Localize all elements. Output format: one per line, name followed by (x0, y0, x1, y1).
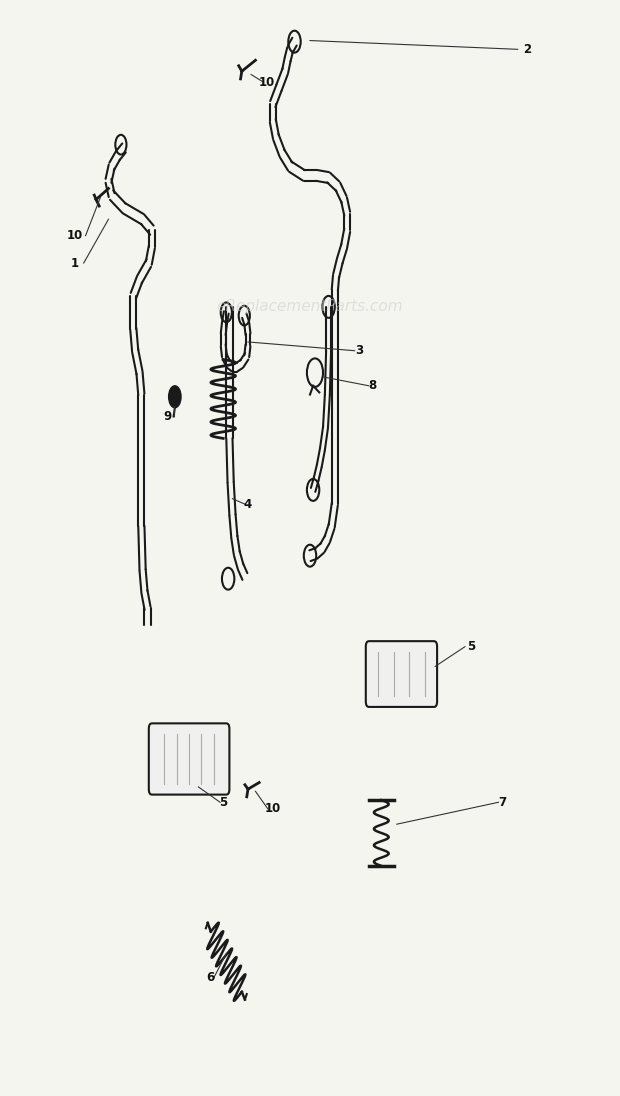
Text: 4: 4 (244, 498, 252, 511)
Text: eReplacementParts.com: eReplacementParts.com (216, 299, 404, 315)
Text: 6: 6 (206, 971, 215, 984)
Text: 8: 8 (368, 379, 376, 392)
Text: 10: 10 (66, 229, 82, 242)
Text: 9: 9 (163, 410, 172, 423)
Circle shape (169, 386, 181, 408)
Text: 5: 5 (219, 796, 228, 809)
Text: 3: 3 (355, 344, 364, 357)
FancyBboxPatch shape (366, 641, 437, 707)
Text: 1: 1 (70, 256, 79, 270)
Text: 2: 2 (523, 43, 531, 56)
Text: 10: 10 (265, 802, 281, 815)
Text: 10: 10 (259, 76, 275, 89)
Text: 5: 5 (467, 640, 476, 653)
FancyBboxPatch shape (149, 723, 229, 795)
Text: 7: 7 (498, 796, 507, 809)
